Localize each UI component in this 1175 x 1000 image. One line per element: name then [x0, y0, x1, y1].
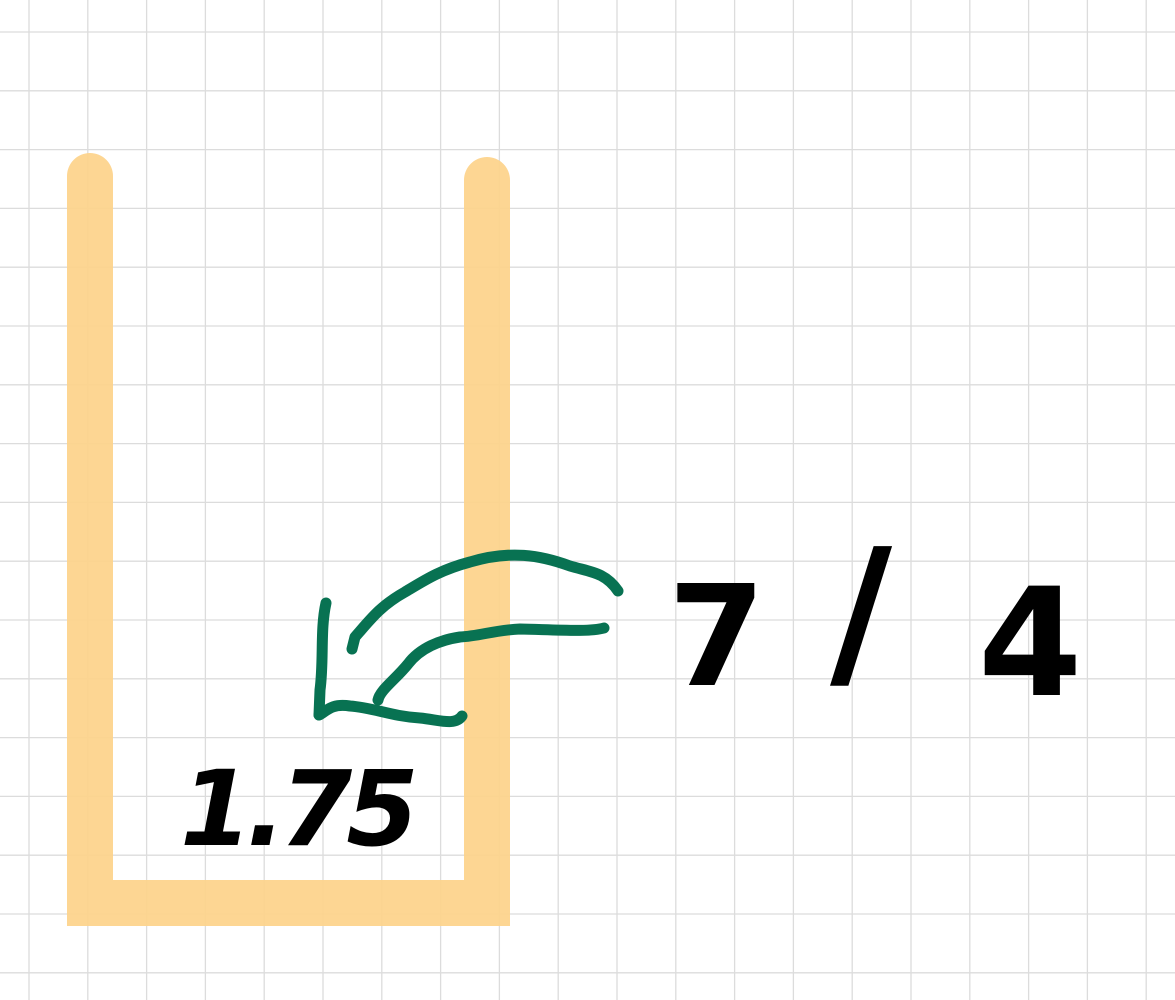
arrow-lower-curve: [372, 622, 610, 706]
fraction-numerator-text: 7: [668, 556, 765, 719]
arrow-head-horizontal: [313, 699, 468, 728]
arrow-upper-curve: [346, 549, 624, 655]
arrow-head-vertical: [313, 597, 332, 721]
fraction-slash-text: /: [830, 513, 893, 711]
fraction-denominator-text: 4: [978, 557, 1082, 731]
curved-arrow-icon: [313, 549, 624, 728]
u-shaped-container-stroke: [67, 153, 510, 926]
decimal-value-text: 1.75: [180, 748, 413, 870]
